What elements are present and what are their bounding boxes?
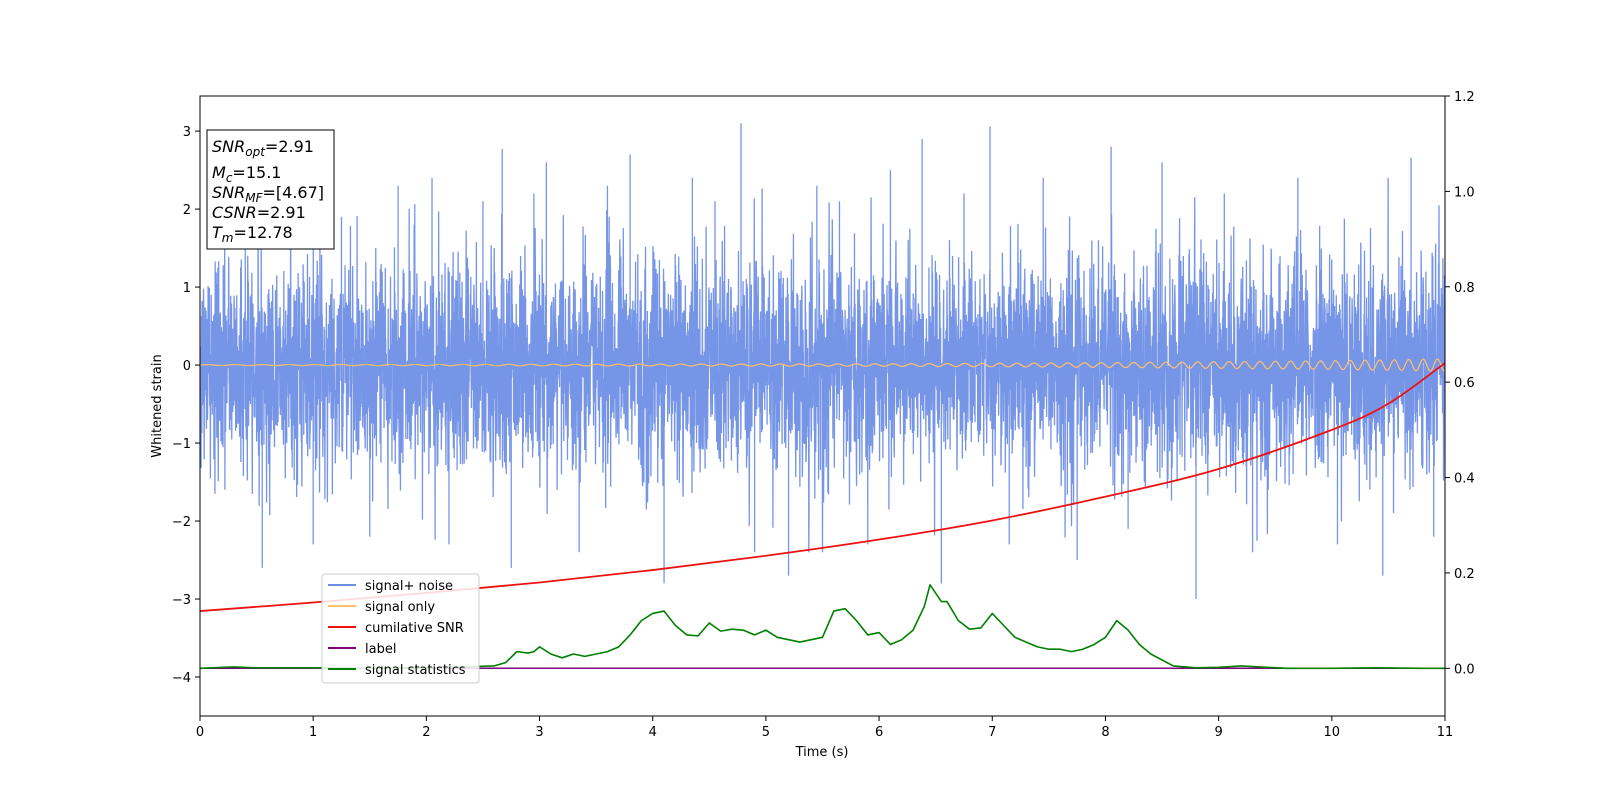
legend-label-signal-statistics: signal statistics [365,663,466,678]
y2-tick-label: 0.8 [1454,281,1475,296]
plot-frame [199,95,1446,717]
y2-tick-label: 1.2 [1454,90,1475,105]
y-tick-label: −3 [172,593,191,608]
y-tick-label: 3 [183,125,191,140]
y-tick-label: −1 [172,437,191,452]
annotation-snr-mf: SNRMF=[4.67] [212,183,324,205]
y2-tick-label: 0.2 [1454,567,1475,582]
x-tick-label: 9 [1214,725,1222,740]
annotation-snr-opt: SNRopt=2.91 [212,137,314,159]
x-tick-label: 5 [762,725,770,740]
x-tick-label: 0 [196,725,204,740]
y2-tick-label: 1.0 [1454,185,1475,200]
y-tick-label: 1 [183,281,191,296]
legend-label-label: label [365,642,396,657]
x-axis-label: Time (s) [795,745,849,760]
x-tick-label: 2 [422,725,430,740]
legend-label-signal-noise: signal+ noise [365,579,453,594]
y-tick-label: −4 [172,671,191,686]
y-tick-label: −2 [172,515,191,530]
legend: signal+ noise signal only cumilative SNR… [321,573,480,684]
annotation-tm: Tm=12.78 [212,223,293,245]
x-tick-label: 10 [1324,725,1341,740]
legend-label-cumulative-snr: cumilative SNR [365,621,464,636]
series-signal-noise [200,123,1445,600]
x-tick-label: 11 [1437,725,1454,740]
y2-tick-label: 0.0 [1454,662,1475,677]
y-axis-left: −4 −3 −2 −1 0 1 2 3 [172,125,200,686]
x-tick-label: 3 [535,725,543,740]
series-signal-only [200,358,1445,372]
x-tick-label: 6 [875,725,883,740]
x-tick-label: 4 [649,725,657,740]
x-tick-label: 7 [988,725,996,740]
x-axis: 0 1 2 3 4 5 6 7 8 9 10 11 [196,716,1453,740]
series-signal-statistics [200,584,1445,670]
annotation-mc: Mc=15.1 [212,163,281,185]
annotation-box: SNRopt=2.91 Mc=15.1 SNRMF=[4.67] CSNR=2.… [206,129,335,250]
y2-tick-label: 0.4 [1454,472,1475,487]
y-tick-label: 0 [183,359,191,374]
y-axis-right: 0.0 0.2 0.4 0.6 0.8 1.0 1.2 [1445,90,1475,677]
y2-tick-label: 0.6 [1454,376,1475,391]
x-tick-label: 1 [309,725,317,740]
x-tick-label: 8 [1101,725,1109,740]
y-tick-label: 2 [183,203,191,218]
annotation-csnr: CSNR=2.91 [212,203,306,222]
legend-label-signal-only: signal only [365,600,435,615]
y-axis-label: Whitened strain [150,354,165,457]
